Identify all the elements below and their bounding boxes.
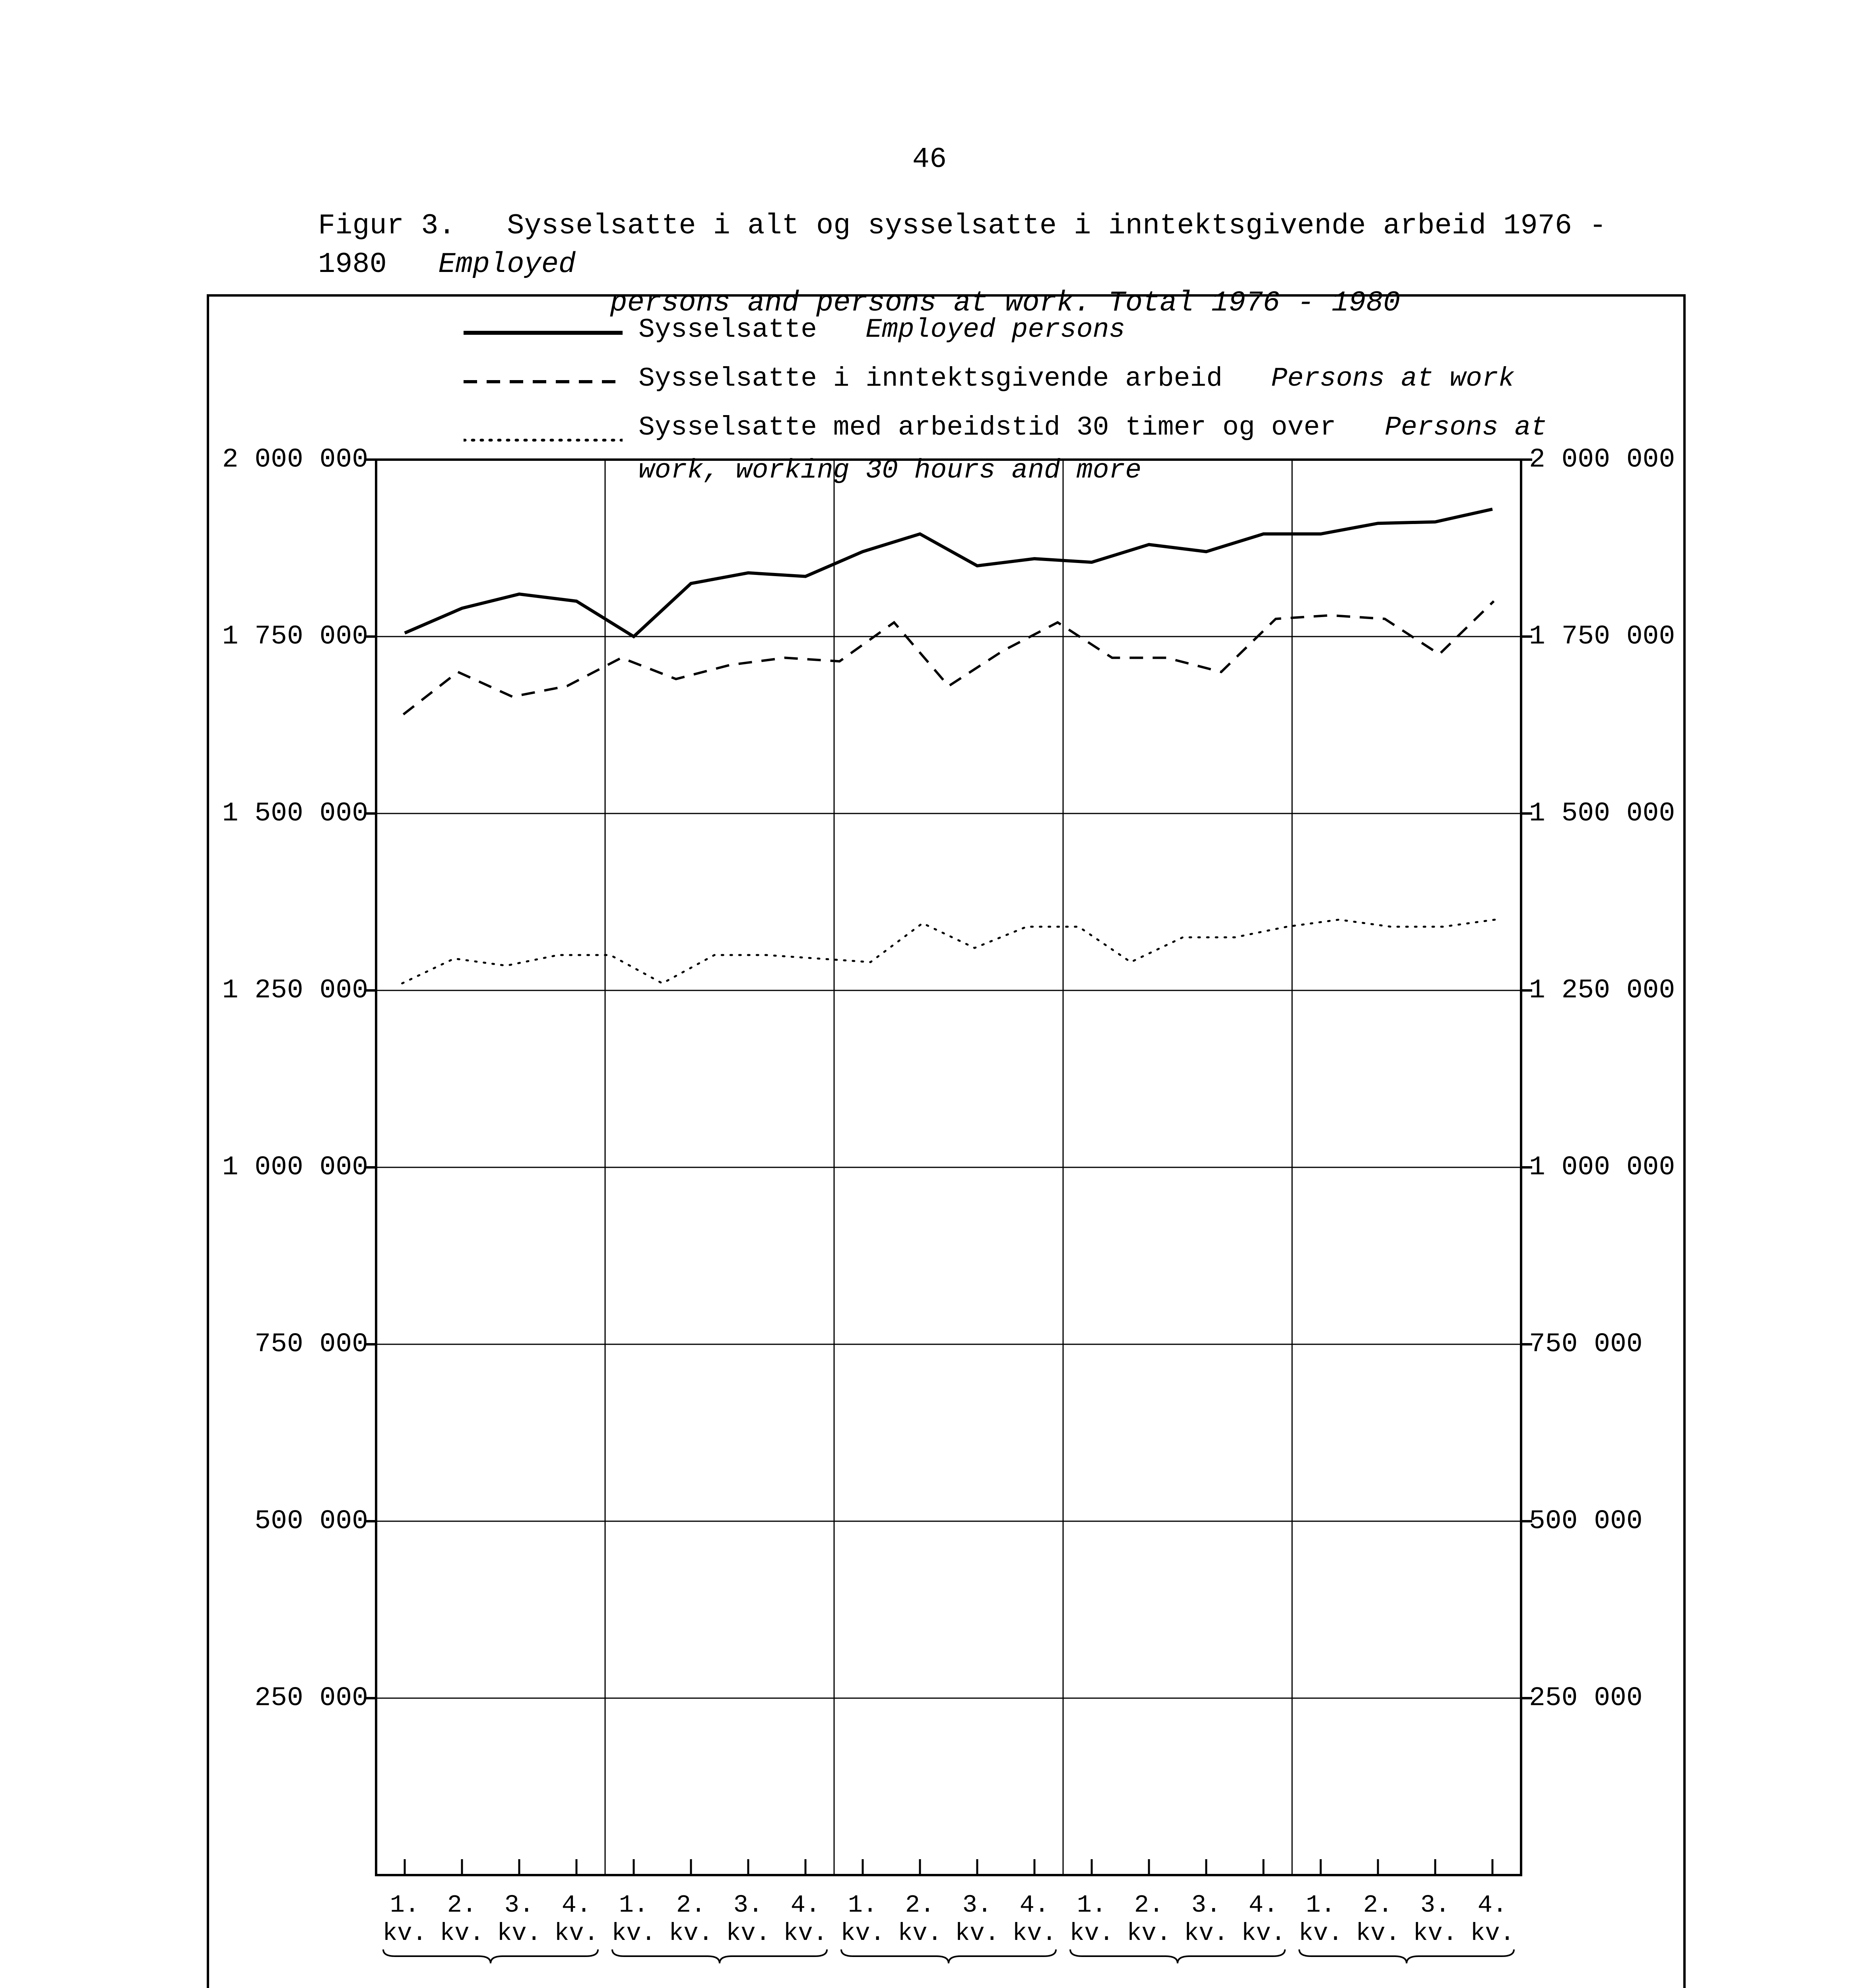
x-quarter-label: 1. [605, 1891, 662, 1919]
ytick-right-label: 1 750 000 [1529, 621, 1688, 652]
x-kv-label: kv. [1120, 1919, 1178, 1947]
page-number: 46 [0, 143, 1859, 176]
x-quarter-label: 1. [376, 1891, 433, 1919]
x-kv-label: kv. [949, 1919, 1006, 1947]
legend-swatch-dotted [464, 406, 623, 459]
ytick-left-label: 1 750 000 [209, 621, 368, 652]
ytick-right-label: 500 000 [1529, 1506, 1688, 1537]
x-quarter-row: 1.2.3.4.1.2.3.4.1.2.3.4.1.2.3.4.1.2.3.4. [376, 1891, 1521, 1919]
x-quarter-label: 3. [949, 1891, 1006, 1919]
x-kv-label: kv. [720, 1919, 777, 1947]
ytick-right-label: 1 500 000 [1529, 798, 1688, 829]
plot-area [376, 460, 1521, 1875]
x-kv-label: kv. [1063, 1919, 1120, 1947]
x-quarter-label: 3. [1178, 1891, 1235, 1919]
x-quarter-label: 2. [662, 1891, 720, 1919]
x-kv-label: kv. [433, 1919, 491, 1947]
x-quarter-label: 4. [548, 1891, 605, 1919]
x-kv-label: kv. [605, 1919, 662, 1947]
x-quarter-label: 3. [1407, 1891, 1464, 1919]
ytick-left-label: 750 000 [209, 1329, 368, 1360]
x-axis-labels: 1.2.3.4.1.2.3.4.1.2.3.4.1.2.3.4.1.2.3.4.… [376, 1891, 1521, 1988]
x-quarter-label: 1. [1063, 1891, 1120, 1919]
ytick-left-label: 500 000 [209, 1506, 368, 1537]
legend-2-italic: Persons at work [1271, 363, 1514, 394]
ytick-left-label: 2 000 000 [209, 445, 368, 475]
plot-svg [376, 460, 1521, 1875]
ytick-right-label: 2 000 000 [1529, 445, 1688, 475]
x-quarter-label: 2. [1120, 1891, 1178, 1919]
x-quarter-label: 4. [777, 1891, 834, 1919]
x-quarter-label: 1. [834, 1891, 891, 1919]
x-quarter-label: 4. [1235, 1891, 1292, 1919]
x-quarter-label: 2. [891, 1891, 949, 1919]
x-kv-label: kv. [1178, 1919, 1235, 1947]
x-quarter-label: 4. [1464, 1891, 1521, 1919]
x-kv-row: kv.kv.kv.kv.kv.kv.kv.kv.kv.kv.kv.kv.kv.k… [376, 1919, 1521, 1947]
x-brace-row [376, 1947, 1521, 1967]
x-kv-label: kv. [1235, 1919, 1292, 1947]
x-quarter-label: 4. [1006, 1891, 1063, 1919]
x-quarter-label: 1. [1292, 1891, 1349, 1919]
ytick-left-label: 250 000 [209, 1683, 368, 1714]
x-kv-label: kv. [891, 1919, 949, 1947]
ytick-right-label: 1 250 000 [1529, 975, 1688, 1006]
caption-prefix: Figur 3. [318, 210, 456, 242]
x-kv-label: kv. [376, 1919, 433, 1947]
legend-item-2: Sysselsatte i inntektsgivende arbeid Per… [464, 357, 1593, 401]
x-kv-label: kv. [1349, 1919, 1407, 1947]
x-quarter-label: 2. [1349, 1891, 1407, 1919]
legend-swatch-solid [464, 309, 623, 352]
x-kv-label: kv. [548, 1919, 605, 1947]
x-kv-label: kv. [777, 1919, 834, 1947]
x-kv-label: kv. [1292, 1919, 1349, 1947]
x-quarter-label: 3. [720, 1891, 777, 1919]
ytick-right-label: 1 000 000 [1529, 1152, 1688, 1183]
x-kv-label: kv. [1407, 1919, 1464, 1947]
legend-1-label: Sysselsatte [638, 315, 817, 345]
legend-2-label: Sysselsatte i inntektsgivende arbeid [638, 363, 1223, 394]
x-kv-label: kv. [662, 1919, 720, 1947]
x-kv-label: kv. [491, 1919, 548, 1947]
x-kv-label: kv. [1464, 1919, 1521, 1947]
caption-italic-1: Employed [438, 248, 576, 281]
ytick-left-label: 1 250 000 [209, 975, 368, 1006]
x-quarter-label: 2. [433, 1891, 491, 1919]
ytick-left-label: 1 000 000 [209, 1152, 368, 1183]
x-quarter-label: 3. [491, 1891, 548, 1919]
ytick-right-label: 750 000 [1529, 1329, 1688, 1360]
ytick-left-label: 1 500 000 [209, 798, 368, 829]
chart-frame: Sysselsatte Employed persons Sysselsatte… [207, 294, 1686, 1988]
page: 46 Figur 3. Sysselsatte i alt og syssels… [0, 0, 1859, 1988]
ytick-right-label: 250 000 [1529, 1683, 1688, 1714]
x-kv-label: kv. [834, 1919, 891, 1947]
legend-1-italic: Employed persons [865, 315, 1125, 345]
legend-item-1: Sysselsatte Employed persons [464, 309, 1593, 352]
legend-swatch-dashed [464, 357, 623, 401]
x-kv-label: kv. [1006, 1919, 1063, 1947]
legend-3-label: Sysselsatte med arbeidstid 30 timer og o… [638, 412, 1336, 443]
